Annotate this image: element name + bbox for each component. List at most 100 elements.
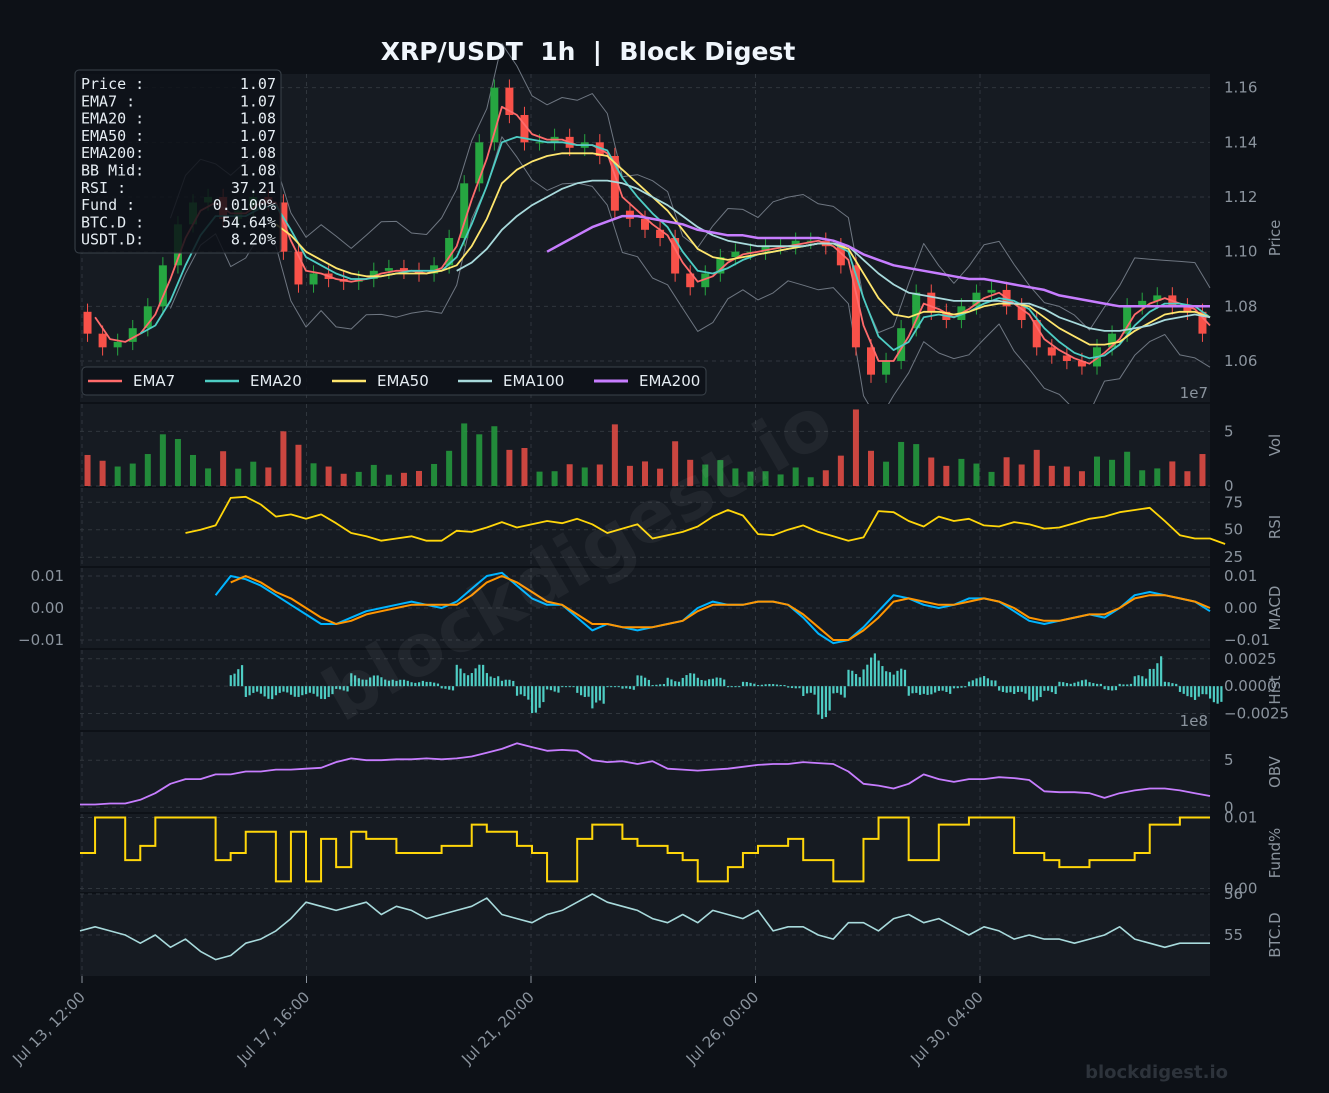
hist-bar xyxy=(836,686,839,693)
hist-bar xyxy=(240,665,244,687)
y-tick-label: 50 xyxy=(1224,521,1243,539)
hist-bar xyxy=(805,686,809,694)
hist-bar xyxy=(832,686,835,694)
hist-bar xyxy=(353,675,357,687)
hist-bar xyxy=(256,686,259,692)
hist-bar xyxy=(930,686,933,695)
y-axis-label: Vol xyxy=(1266,434,1284,456)
volume-bar xyxy=(807,477,814,486)
hist-bar xyxy=(282,686,285,692)
y-tick-label: −0.0025 xyxy=(1224,705,1289,723)
hist-bar xyxy=(244,686,247,697)
hist-bar xyxy=(466,675,470,687)
line-ema100 xyxy=(456,179,1211,332)
hist-bar xyxy=(772,684,775,687)
candle-body xyxy=(972,292,981,307)
y-tick-label: 1.06 xyxy=(1224,352,1257,370)
hist-bar xyxy=(862,669,865,687)
volume-bar xyxy=(928,457,935,486)
volume-bar xyxy=(159,434,166,486)
hist-bar xyxy=(542,686,545,703)
volume-bar xyxy=(792,467,799,486)
hist-bar xyxy=(741,681,745,687)
hist-bar xyxy=(591,686,594,709)
hist-bar xyxy=(1088,682,1091,687)
volume-bar xyxy=(144,454,151,486)
hist-bar xyxy=(632,686,635,690)
candle-body xyxy=(641,218,649,230)
volume-bar xyxy=(370,464,377,486)
y-tick-label-left: 0.00 xyxy=(31,599,64,617)
hist-bar xyxy=(500,680,504,687)
candle-body xyxy=(1108,333,1117,348)
hist-bar xyxy=(794,686,797,689)
hist-bar xyxy=(252,686,255,693)
hist-bar xyxy=(485,673,488,687)
hist-bar xyxy=(576,686,579,693)
y-tick-label-left: −0.01 xyxy=(18,631,64,649)
volume-bar xyxy=(852,409,859,486)
volume-bar xyxy=(868,450,874,486)
hist-bar xyxy=(308,686,311,693)
hist-bar xyxy=(700,679,703,687)
hist-bar xyxy=(625,686,628,689)
hist-bar xyxy=(557,686,560,693)
hist-bar xyxy=(821,686,824,719)
bb-lower-band xyxy=(169,136,1211,422)
hist-bar xyxy=(421,680,424,687)
hist-bar xyxy=(572,686,575,688)
volume-bar xyxy=(1048,465,1055,486)
candle-body xyxy=(897,328,906,361)
hist-bar xyxy=(606,686,609,688)
hist-bar xyxy=(429,681,432,687)
hist-bar xyxy=(350,673,353,687)
y-tick-label: 55 xyxy=(1224,926,1243,944)
candle-body xyxy=(460,183,469,238)
hist-bar xyxy=(376,675,379,687)
hist-bar xyxy=(896,670,899,687)
hist-bar xyxy=(237,669,240,687)
volume-bar xyxy=(883,461,890,486)
hist-bar xyxy=(271,686,274,700)
hist-bar xyxy=(768,683,771,687)
hist-bar xyxy=(900,668,903,687)
hist-bar xyxy=(956,686,959,689)
volume-bar xyxy=(491,426,498,486)
hist-bar xyxy=(595,686,598,703)
hist-bar xyxy=(357,678,360,687)
info-value: 1.07 xyxy=(240,127,276,145)
hist-bar xyxy=(1099,683,1102,687)
hist-bar xyxy=(489,676,492,687)
hist-bar xyxy=(621,686,624,689)
hist-bar xyxy=(414,682,417,687)
y-offset-label: 1e8 xyxy=(1180,712,1208,730)
hist-bar xyxy=(704,680,707,687)
hist-bar xyxy=(320,686,323,699)
hist-bar xyxy=(410,682,413,687)
volume-bar xyxy=(385,474,392,486)
candle-body xyxy=(1183,306,1192,312)
hist-bar xyxy=(444,686,447,689)
volume-bar xyxy=(1033,449,1040,486)
hist-bar xyxy=(670,679,673,687)
hist-bar xyxy=(1220,686,1223,702)
hist-bar xyxy=(952,686,956,689)
y-tick-label: 0 xyxy=(1224,798,1234,816)
hist-bar xyxy=(278,686,281,693)
info-key: BTC.D : xyxy=(81,213,144,231)
hist-bar xyxy=(870,657,873,687)
y-tick-label-left: 0.01 xyxy=(31,567,64,585)
hist-bar xyxy=(508,679,511,687)
volume-bar xyxy=(416,470,422,486)
volume-bar xyxy=(702,464,709,486)
hist-bar xyxy=(1190,686,1193,698)
hist-bar xyxy=(451,686,455,691)
hist-bar xyxy=(779,684,782,687)
hist-bar xyxy=(1137,675,1140,687)
hist-bar xyxy=(459,668,462,687)
hist-bar xyxy=(1156,663,1159,687)
y-tick-label: 1.16 xyxy=(1224,79,1257,97)
hist-bar xyxy=(1001,686,1005,693)
panel-bg-2 xyxy=(80,488,1210,566)
